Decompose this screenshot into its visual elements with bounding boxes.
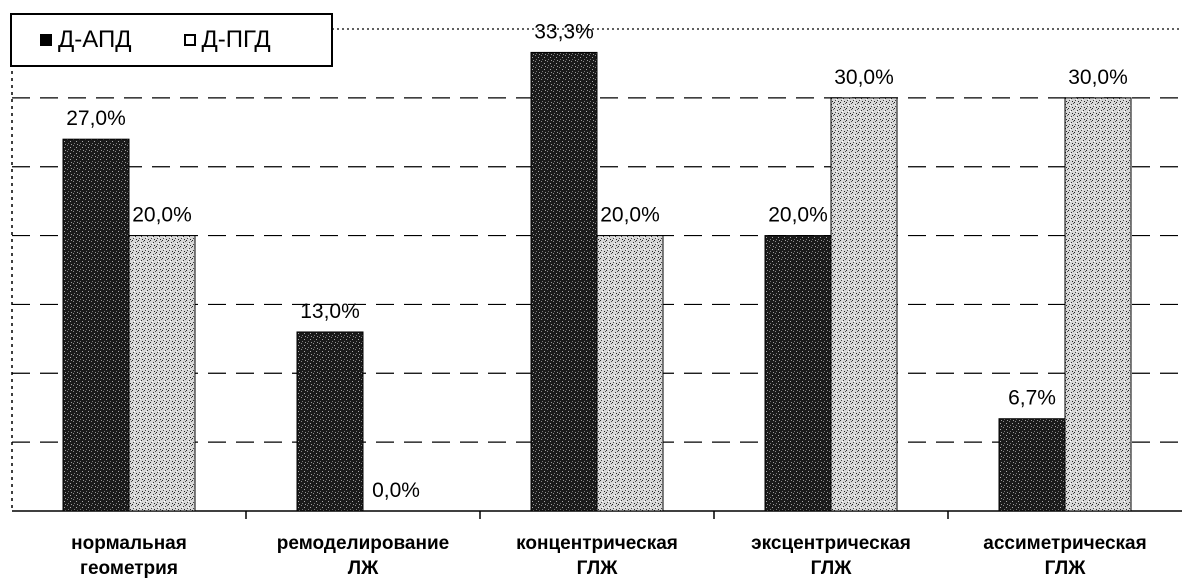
legend: Д-АПД Д-ПГД [10, 13, 333, 67]
bar [596, 235, 664, 512]
category-label: концентрическая [516, 533, 678, 554]
bar [530, 51, 598, 512]
category-label: ассиметрическая [983, 533, 1146, 554]
bar [1064, 97, 1132, 512]
data-label: 6,7% [1008, 387, 1056, 410]
category-label: нормальная [71, 533, 187, 554]
legend-label-series1: Д-АПД [58, 26, 132, 53]
bar [998, 418, 1066, 512]
data-label: 20,0% [600, 204, 660, 227]
data-label: 33,3% [534, 20, 594, 43]
category-label: геометрия [80, 558, 178, 579]
data-label: 30,0% [1068, 66, 1128, 89]
category-label: эксцентрическая [751, 533, 911, 554]
category-label: ремоделирование [277, 533, 449, 554]
bar [62, 138, 130, 512]
bar [128, 235, 196, 512]
legend-swatch-light [183, 34, 196, 46]
bar [830, 97, 898, 512]
data-label: 20,0% [768, 204, 828, 227]
data-label: 30,0% [834, 66, 894, 89]
legend-label-series2: Д-ПГД [201, 26, 271, 53]
legend-swatch-dark [40, 34, 52, 46]
legend-item-series1: Д-АПД [40, 26, 132, 54]
data-label: 13,0% [300, 300, 360, 323]
data-label: 20,0% [132, 204, 192, 227]
bar [764, 235, 832, 512]
data-label: 27,0% [66, 107, 126, 130]
bar [296, 331, 364, 512]
category-labels: нормальная геометрия ремоделирование ЛЖ конц… [71, 533, 1147, 579]
data-labels: 27,0% 20,0% 13,0% 0,0% 33,3% 20,0% 20,0% 30,0% 6… [66, 20, 1128, 502]
legend-item-series2: Д-ПГД [183, 26, 271, 54]
data-label: 0,0% [372, 479, 420, 502]
category-label: ГЛЖ [577, 558, 619, 579]
category-label: ГЛЖ [1045, 558, 1087, 579]
bars [62, 51, 1132, 512]
category-label: ГЛЖ [811, 558, 853, 579]
category-label: ЛЖ [348, 558, 379, 579]
